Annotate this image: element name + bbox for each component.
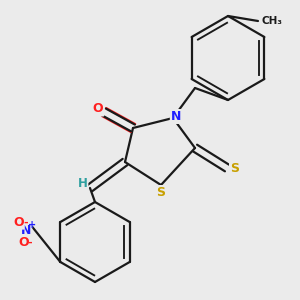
Text: O: O xyxy=(14,216,24,229)
Text: CH₃: CH₃ xyxy=(261,16,282,26)
Text: -: - xyxy=(28,238,32,248)
Text: H: H xyxy=(78,177,87,190)
Text: O: O xyxy=(93,103,103,116)
Text: S: S xyxy=(157,186,166,199)
Text: S: S xyxy=(230,161,239,175)
Text: N: N xyxy=(171,110,181,123)
Text: O: O xyxy=(18,236,29,249)
Text: -: - xyxy=(23,218,28,227)
Text: +: + xyxy=(28,220,36,230)
Text: N: N xyxy=(21,224,32,236)
